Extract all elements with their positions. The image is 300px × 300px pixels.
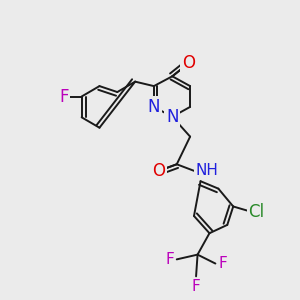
Text: F: F — [165, 252, 174, 267]
Text: F: F — [192, 279, 200, 294]
Text: F: F — [218, 256, 227, 271]
Text: N: N — [166, 108, 178, 126]
Text: NH: NH — [196, 163, 218, 178]
Text: Cl: Cl — [248, 203, 265, 221]
Text: F: F — [59, 88, 69, 106]
Text: N: N — [148, 98, 160, 116]
Text: O: O — [152, 162, 165, 180]
Text: O: O — [182, 54, 195, 72]
